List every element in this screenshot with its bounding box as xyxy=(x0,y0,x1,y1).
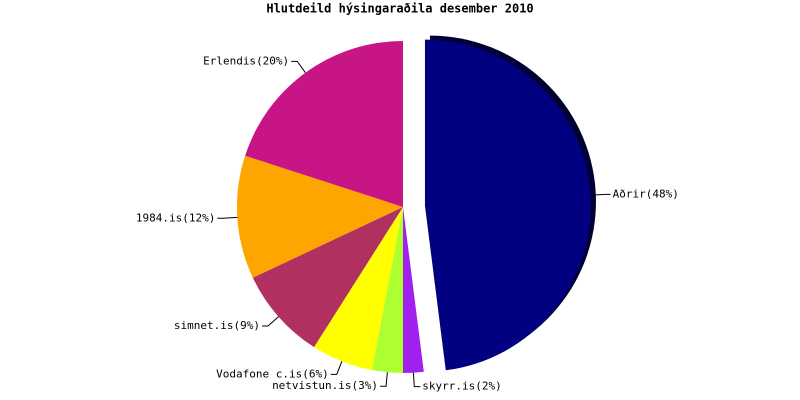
slice-value: (3%) xyxy=(352,379,379,392)
slice-name: Vodafone c.is xyxy=(216,367,302,380)
leader-line xyxy=(330,361,343,375)
slice xyxy=(403,207,424,373)
slice-value: (9%) xyxy=(233,319,260,332)
slice-name: skyrr.is xyxy=(422,380,475,393)
slice xyxy=(252,207,403,348)
slice-value: (20%) xyxy=(256,54,289,67)
slice-label: Vodafone c.is(6%) xyxy=(216,367,329,380)
chart-title: Hlutdeild hýsingaraðila desember 2010 xyxy=(266,2,533,16)
slice-label: skyrr.is(2%) xyxy=(422,380,501,393)
slice xyxy=(237,155,403,278)
slice-label: netvistun.is(3%) xyxy=(272,379,378,392)
leader-line xyxy=(590,193,611,196)
leader-line xyxy=(261,316,279,327)
slice-value: (2%) xyxy=(475,380,502,393)
slice-name: 1984.is xyxy=(136,211,182,224)
leader-line xyxy=(380,372,388,387)
leader-line xyxy=(412,372,421,388)
slice-value: (6%) xyxy=(302,367,329,380)
slice xyxy=(371,207,403,373)
slice-name: simnet.is xyxy=(174,319,234,332)
leader-line xyxy=(291,60,306,73)
slice-label: 1984.is(12%) xyxy=(136,211,215,224)
slice-label: Erlendis(20%) xyxy=(203,54,289,67)
slice-label: simnet.is(9%) xyxy=(174,319,260,332)
slice-name: Erlendis xyxy=(203,54,256,67)
slice-value: (12%) xyxy=(182,211,215,224)
slice xyxy=(314,207,403,371)
slice xyxy=(245,41,403,207)
leader-line xyxy=(217,216,238,219)
slice-label: Aðrir(48%) xyxy=(613,187,679,200)
slice-name: Aðrir xyxy=(613,187,646,200)
slice xyxy=(424,39,591,371)
slice-name: netvistun.is xyxy=(272,379,351,392)
slice-value: (48%) xyxy=(646,187,679,200)
